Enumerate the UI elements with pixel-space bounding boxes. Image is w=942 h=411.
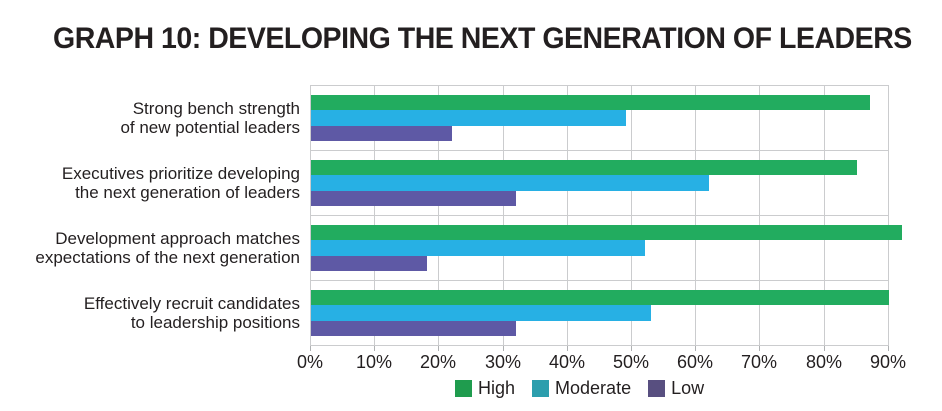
category-label: Strong bench strength of new potential le… bbox=[0, 85, 300, 150]
x-axis-tick-label: 40% bbox=[548, 352, 586, 372]
x-axis-tick bbox=[824, 345, 825, 351]
category-label-line: Executives prioritize developing bbox=[61, 163, 300, 183]
y-gridline bbox=[310, 345, 889, 346]
bar-moderate-category-2 bbox=[311, 175, 709, 191]
x-axis-tick-label: 90% bbox=[869, 352, 907, 372]
legend-swatch-icon bbox=[455, 380, 472, 397]
category-label-line: to leadership positions bbox=[130, 312, 300, 332]
bar-low-category-1 bbox=[311, 125, 452, 142]
category-label-line: Effectively recruit candidates bbox=[83, 293, 300, 313]
category-label-line: expectations of the next generation bbox=[35, 247, 300, 267]
legend-swatch-icon bbox=[648, 380, 666, 397]
legend-item-low: Low bbox=[648, 378, 704, 399]
category-label-line: Strong bench strength bbox=[132, 98, 300, 118]
category-axis-labels: Strong bench strength of new potential le… bbox=[0, 85, 300, 345]
x-axis-tick-label: 80% bbox=[805, 352, 843, 372]
category-label-line: Development approach matches bbox=[55, 228, 300, 248]
category-label: Effectively recruit candidates to leaders… bbox=[0, 280, 300, 345]
y-gridline bbox=[310, 150, 889, 151]
x-axis-tick-label: 60% bbox=[676, 352, 714, 372]
y-gridline bbox=[310, 280, 889, 281]
bar-low-category-3 bbox=[311, 255, 427, 272]
bar-high-category-3 bbox=[311, 224, 902, 241]
category-label-line: the next generation of leaders bbox=[75, 182, 300, 202]
chart-title: GRAPH 10: DEVELOPING THE NEXT GENERATION… bbox=[53, 22, 912, 55]
category-label: Executives prioritize developing the next… bbox=[0, 150, 300, 215]
bar-moderate-category-1 bbox=[311, 110, 626, 126]
bar-moderate-category-4 bbox=[311, 305, 651, 321]
bar-low-category-2 bbox=[311, 190, 516, 207]
x-axis-tick-label: 30% bbox=[484, 352, 522, 372]
bar-moderate-category-3 bbox=[311, 240, 645, 256]
bar-high-category-2 bbox=[311, 159, 857, 176]
x-axis-tick-label: 10% bbox=[355, 352, 393, 372]
category-label: Development approach matches expectations… bbox=[0, 215, 300, 280]
legend-label: Low bbox=[671, 378, 705, 398]
bar-low-category-4 bbox=[311, 320, 516, 337]
legend-swatch-icon bbox=[532, 380, 550, 397]
x-axis-tick bbox=[759, 345, 760, 351]
x-axis-tick-label: 50% bbox=[612, 352, 650, 372]
x-axis-tick bbox=[567, 345, 568, 351]
bar-high-category-4 bbox=[311, 289, 889, 306]
x-axis-tick bbox=[374, 345, 375, 351]
x-axis-tick-label: 0% bbox=[296, 352, 323, 372]
x-axis-tick-label: 20% bbox=[419, 352, 457, 372]
x-axis-tick bbox=[695, 345, 696, 351]
category-label-line: of new potential leaders bbox=[120, 117, 300, 137]
legend-item-high: High bbox=[455, 378, 515, 399]
x-axis-tick bbox=[503, 345, 504, 351]
x-axis-tick-label: 70% bbox=[740, 352, 778, 372]
legend-item-moderate: Moderate bbox=[532, 378, 631, 399]
x-axis-tick bbox=[438, 345, 439, 351]
bar-high-category-1 bbox=[311, 94, 870, 111]
y-gridline bbox=[310, 85, 889, 86]
y-gridline bbox=[310, 215, 889, 216]
plot-area: 0% 10% 20% 30% 40% 50% 60% 70% 80% 90% bbox=[297, 85, 936, 372]
x-axis-tick bbox=[631, 345, 632, 351]
legend-label: High bbox=[478, 378, 516, 398]
legend-label: Moderate bbox=[555, 378, 632, 398]
x-axis-tick bbox=[888, 345, 889, 351]
legend: High Moderate Low bbox=[455, 378, 704, 399]
x-axis-tick bbox=[310, 345, 311, 351]
